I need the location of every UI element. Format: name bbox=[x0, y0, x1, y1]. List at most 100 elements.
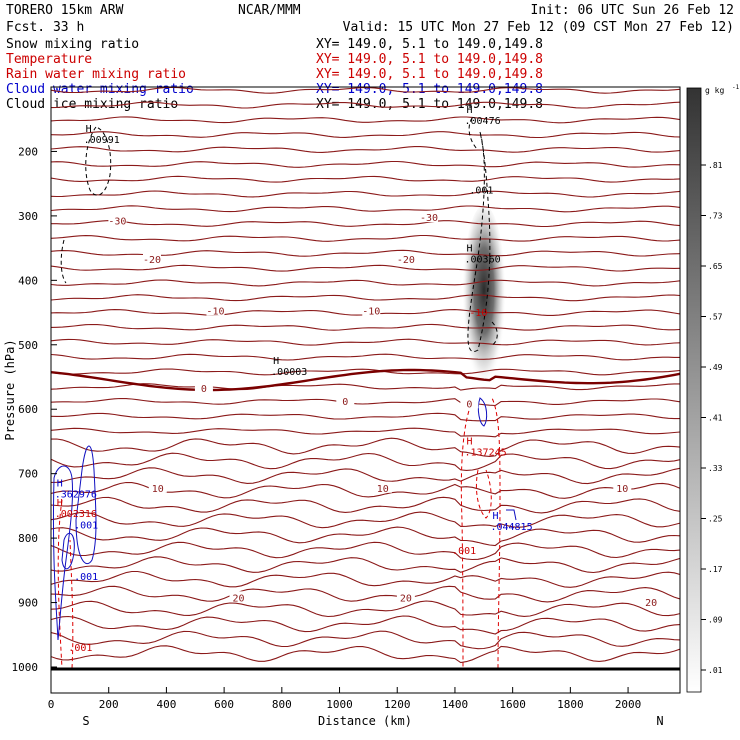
colorbar-units-exponent: -1 bbox=[732, 84, 740, 91]
isotherm-line bbox=[51, 427, 680, 438]
x-tick-label: 1600 bbox=[499, 698, 526, 711]
cloud-ice-shading bbox=[462, 205, 506, 395]
contour-label: .001 bbox=[68, 643, 92, 654]
isotherm-label: -10 bbox=[362, 307, 380, 318]
rain-contour-inner bbox=[475, 469, 492, 519]
isotherm-label-bg bbox=[373, 481, 392, 493]
y-tick-label: 300 bbox=[18, 210, 38, 223]
field-legend-xy: XY= 149.0, 5.1 to 149.0,149.8 bbox=[316, 97, 543, 112]
contour-label: .001 bbox=[74, 572, 98, 583]
isotherm-line bbox=[51, 175, 680, 183]
isotherm-line bbox=[51, 541, 680, 561]
cloud-water-contours bbox=[52, 397, 517, 641]
contour-label: .001 bbox=[74, 520, 98, 531]
isotherm-label: 0 bbox=[201, 384, 207, 395]
colorbar-label: .17 bbox=[708, 565, 723, 574]
contour-label: -10 bbox=[469, 308, 487, 319]
y-tick-label: 800 bbox=[18, 532, 38, 545]
isotherm-label-bg bbox=[206, 304, 225, 316]
rain-contour-large bbox=[460, 397, 501, 669]
field-legend-xy: XY= 149.0, 5.1 to 149.0,149.8 bbox=[316, 37, 543, 52]
y-tick-label: 900 bbox=[18, 597, 38, 610]
isotherm-line bbox=[51, 131, 680, 139]
endpoint-left: S bbox=[82, 714, 89, 728]
isotherm-label: 20 bbox=[645, 598, 657, 609]
isotherm-line bbox=[51, 481, 680, 499]
isotherm-line bbox=[51, 146, 680, 153]
isotherm-label: -30 bbox=[420, 213, 438, 224]
extremum-marker: H bbox=[466, 437, 472, 448]
x-tick-label: 200 bbox=[99, 698, 119, 711]
isotherm-line bbox=[51, 116, 680, 124]
x-tick-label: 2000 bbox=[615, 698, 642, 711]
x-tick-label: 1200 bbox=[384, 698, 411, 711]
isotherm-line bbox=[51, 412, 680, 422]
isotherm-label-bg bbox=[194, 381, 213, 393]
field-legend-xy: XY= 149.0, 5.1 to 149.0,149.8 bbox=[316, 67, 543, 82]
endpoint-right: N bbox=[656, 714, 663, 728]
extremum-value: .137245 bbox=[464, 448, 506, 459]
y-tick-label: 1000 bbox=[12, 661, 39, 674]
isotherm-label: 10 bbox=[616, 484, 628, 495]
isotherm-line bbox=[51, 383, 680, 391]
contour-label: .001 bbox=[469, 185, 493, 196]
x-tick-label: 400 bbox=[156, 698, 176, 711]
field-legend-name: Snow mixing ratio bbox=[6, 37, 139, 52]
init-time: Init: 06 UTC Sun 26 Feb 12 bbox=[531, 3, 735, 18]
colorbar-ramp bbox=[686, 87, 702, 693]
isotherm-label-bg bbox=[460, 397, 479, 409]
isotherm-line bbox=[51, 556, 680, 574]
x-tick-label: 1400 bbox=[442, 698, 469, 711]
isotherm-line bbox=[51, 220, 680, 228]
isotherm-line bbox=[51, 205, 680, 213]
zero-isotherm bbox=[51, 368, 680, 392]
isotherm-line bbox=[51, 190, 680, 198]
extremum-value: .00360 bbox=[464, 254, 500, 265]
isotherm-line bbox=[51, 338, 680, 346]
isotherm-label: 0 bbox=[466, 399, 472, 410]
isotherm-label-bg bbox=[148, 481, 167, 493]
snow-contour-upper-right bbox=[468, 117, 479, 151]
y-tick-label: 700 bbox=[18, 468, 38, 481]
snow-contour-main bbox=[467, 131, 491, 353]
field-legend-xy: XY= 149.0, 5.1 to 149.0,149.8 bbox=[316, 52, 543, 67]
isotherm-line bbox=[51, 264, 680, 272]
colorbar-label: .73 bbox=[708, 212, 723, 221]
isotherm-label: 10 bbox=[377, 484, 389, 495]
isotherm-label-bg bbox=[419, 211, 438, 223]
isotherm-line bbox=[51, 511, 680, 529]
y-tick-label: 400 bbox=[18, 274, 38, 287]
valid-time: Valid: 15 UTC Mon 27 Feb 12 (09 CST Mon … bbox=[343, 20, 734, 35]
x-tick-label: 1000 bbox=[326, 698, 353, 711]
isotherm-line bbox=[51, 353, 680, 361]
isotherm-line bbox=[51, 323, 680, 331]
isotherm-label: 10 bbox=[152, 484, 164, 495]
isotherm-label-bg bbox=[396, 253, 415, 264]
isotherm-line bbox=[51, 279, 680, 287]
snow-contour-right-small bbox=[491, 321, 498, 346]
isotherm-line bbox=[51, 101, 680, 109]
isotherm-label-bg bbox=[108, 214, 127, 226]
extremum-marker: H bbox=[492, 511, 498, 522]
isotherm-line bbox=[51, 368, 680, 376]
temperature-contours bbox=[51, 87, 680, 664]
extremum-value: .00476 bbox=[464, 116, 500, 127]
cloud-water-left-3 bbox=[61, 532, 75, 570]
isotherm-line bbox=[51, 615, 680, 635]
isotherm-label-bg bbox=[396, 591, 415, 603]
isotherm-line bbox=[51, 570, 680, 588]
cloud-water-melt-layer bbox=[477, 397, 488, 427]
rain-contours bbox=[57, 397, 501, 669]
field-legend: Snow mixing ratio XY= 149.0, 5.1 to 149.0… bbox=[6, 37, 543, 112]
isotherm-label-bg bbox=[613, 481, 632, 493]
colorbar-label: .25 bbox=[708, 515, 723, 524]
cloud-water-right bbox=[506, 509, 517, 521]
isotherm-label: 20 bbox=[400, 593, 412, 604]
isotherm-line bbox=[51, 600, 680, 618]
contour-label: .001 bbox=[452, 546, 476, 557]
isotherm-line bbox=[51, 294, 680, 302]
field-legend-name: Rain water mixing ratio bbox=[6, 67, 186, 82]
cloud-water-left-2 bbox=[75, 445, 97, 565]
